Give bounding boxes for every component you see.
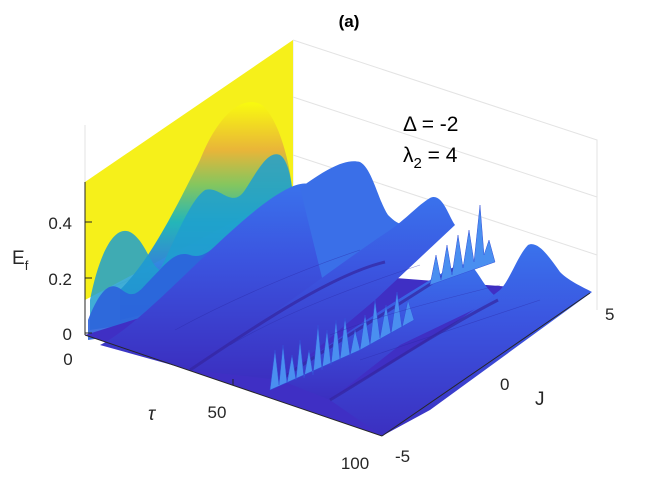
z-tick-label: 0.4	[48, 214, 72, 233]
z-axis-label: Ef	[12, 248, 29, 273]
z-tick-label: 0.2	[48, 270, 72, 289]
surface-plot	[85, 40, 592, 436]
y-tick-label: 0	[500, 375, 509, 394]
y-axis-label: J	[535, 389, 545, 410]
annotation-lambda: λ2 = 4	[403, 144, 458, 172]
tick-marks	[85, 221, 234, 385]
y-tick-label: 5	[605, 305, 614, 324]
x-tick-label: 0	[63, 350, 72, 369]
noise-spikes	[269, 204, 496, 391]
x-axis-label: τ	[148, 404, 157, 425]
x-tick-label: 100	[341, 454, 369, 473]
chart-title: (a)	[339, 12, 360, 31]
ridge-4	[330, 244, 592, 436]
z-tick-label: 0	[63, 325, 72, 344]
y-tick-label: -5	[395, 447, 410, 466]
axis-lines	[84, 182, 591, 437]
x-tick-label: 50	[208, 403, 227, 422]
annotation-delta: Δ = -2	[403, 113, 458, 136]
